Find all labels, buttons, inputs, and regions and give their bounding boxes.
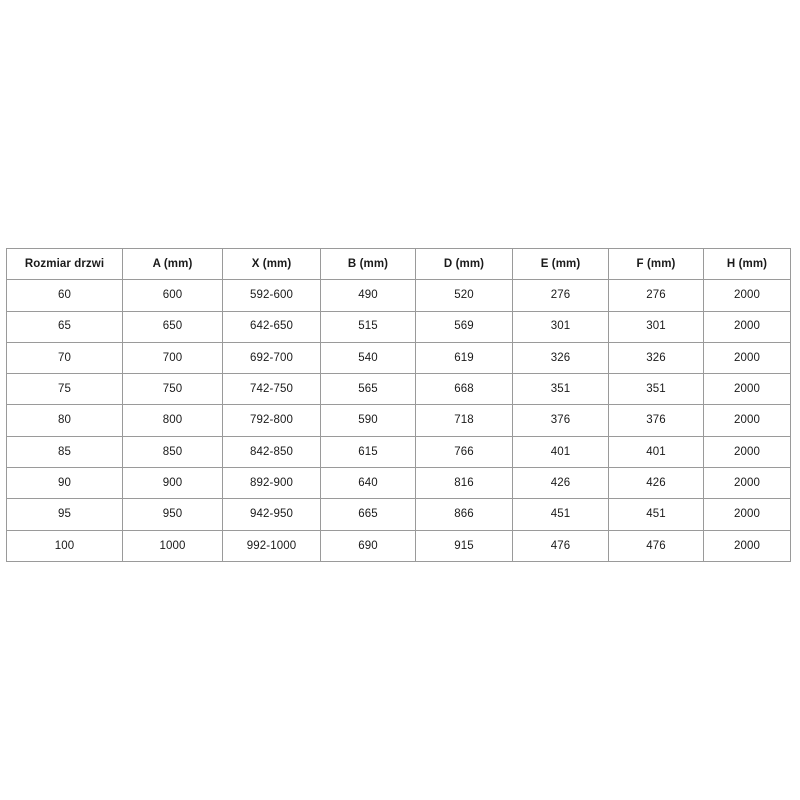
table-cell: 619 [415, 341, 513, 375]
table-row: 95 950 942-950 665 866 451 451 2000 [6, 498, 791, 531]
table-cell: 692-700 [222, 341, 321, 375]
table-cell: 376 [608, 404, 704, 437]
table-cell: 992-1000 [222, 529, 321, 562]
table-cell: 640 [320, 467, 416, 500]
table-cell: 700 [122, 341, 223, 375]
table-row: 90 900 892-900 640 816 426 426 2000 [6, 467, 791, 500]
table-cell: 615 [320, 435, 416, 469]
table-cell: 892-900 [222, 467, 321, 500]
table-row: 65 650 642-650 515 569 301 301 2000 [6, 310, 791, 343]
door-size-specification-table: Rozmiar drzwi A (mm) X (mm) B (mm) D (mm) E (… [6, 247, 791, 562]
table-cell: 351 [608, 373, 704, 406]
table-cell: 65 [6, 310, 123, 343]
table-cell: 915 [415, 529, 513, 562]
table-cell: 95 [6, 498, 123, 531]
table-cell: 642-650 [222, 310, 321, 343]
table-body: 60 600 592-600 490 520 276 276 2000 65 650 642-650… [6, 279, 791, 562]
table-cell: 750 [122, 373, 223, 406]
table-cell: 569 [415, 310, 513, 343]
table-cell: 2000 [703, 467, 791, 500]
table-cell: 850 [122, 435, 223, 469]
column-header-1: A (mm) [122, 247, 223, 281]
table-cell: 2000 [703, 373, 791, 406]
table-cell: 90 [6, 467, 123, 500]
table-cell: 816 [415, 467, 513, 500]
table-cell: 650 [122, 310, 223, 343]
table-row: 60 600 592-600 490 520 276 276 2000 [6, 279, 791, 312]
table-row: 80 800 792-800 590 718 376 376 2000 [6, 404, 791, 437]
column-header-3: B (mm) [320, 247, 416, 281]
table-cell: 60 [6, 279, 123, 312]
table-cell: 490 [320, 279, 416, 312]
column-header-2: X (mm) [222, 247, 321, 281]
table-cell: 85 [6, 435, 123, 469]
table-cell: 426 [608, 467, 704, 500]
table-cell: 376 [512, 404, 609, 437]
table-cell: 401 [512, 435, 609, 469]
table-cell: 792-800 [222, 404, 321, 437]
table-cell: 351 [512, 373, 609, 406]
table-cell: 766 [415, 435, 513, 469]
table-cell: 100 [6, 529, 123, 562]
table-cell: 742-750 [222, 373, 321, 406]
table-cell: 842-850 [222, 435, 321, 469]
table-cell: 476 [512, 529, 609, 562]
table-cell: 426 [512, 467, 609, 500]
table-row: 85 850 842-850 615 766 401 401 2000 [6, 435, 791, 469]
table-cell: 301 [608, 310, 704, 343]
table-cell: 451 [608, 498, 704, 531]
table-cell: 1000 [122, 529, 223, 562]
column-header-5: E (mm) [512, 247, 609, 281]
table-cell: 800 [122, 404, 223, 437]
table-cell: 592-600 [222, 279, 321, 312]
table-cell: 2000 [703, 435, 791, 469]
table-cell: 565 [320, 373, 416, 406]
table-cell: 2000 [703, 341, 791, 375]
table-cell: 690 [320, 529, 416, 562]
table-cell: 540 [320, 341, 416, 375]
table-cell: 75 [6, 373, 123, 406]
table-cell: 70 [6, 341, 123, 375]
column-header-6: F (mm) [608, 247, 704, 281]
table-header-row: Rozmiar drzwi A (mm) X (mm) B (mm) D (mm) E (… [6, 247, 791, 281]
table-cell: 590 [320, 404, 416, 437]
table-row: 70 700 692-700 540 619 326 326 2000 [6, 341, 791, 375]
column-header-4: D (mm) [415, 247, 513, 281]
table-cell: 80 [6, 404, 123, 437]
table-cell: 2000 [703, 310, 791, 343]
table-cell: 2000 [703, 279, 791, 312]
table-cell: 476 [608, 529, 704, 562]
table-cell: 950 [122, 498, 223, 531]
table-cell: 326 [608, 341, 704, 375]
table-cell: 515 [320, 310, 416, 343]
column-header-7: H (mm) [703, 247, 791, 281]
table-header: Rozmiar drzwi A (mm) X (mm) B (mm) D (mm) E (… [6, 247, 791, 281]
table-cell: 942-950 [222, 498, 321, 531]
column-header-0: Rozmiar drzwi [6, 247, 123, 281]
table-cell: 276 [608, 279, 704, 312]
table-cell: 665 [320, 498, 416, 531]
table-cell: 2000 [703, 498, 791, 531]
table-cell: 866 [415, 498, 513, 531]
table-cell: 451 [512, 498, 609, 531]
table-cell: 2000 [703, 529, 791, 562]
table-cell: 718 [415, 404, 513, 437]
table-row: 75 750 742-750 565 668 351 351 2000 [6, 373, 791, 406]
table-cell: 326 [512, 341, 609, 375]
table-cell: 668 [415, 373, 513, 406]
table-cell: 301 [512, 310, 609, 343]
table-row: 100 1000 992-1000 690 915 476 476 2000 [6, 529, 791, 562]
spec-table-container: Rozmiar drzwi A (mm) X (mm) B (mm) D (mm) E (… [6, 247, 791, 562]
table-cell: 2000 [703, 404, 791, 437]
table-cell: 401 [608, 435, 704, 469]
table-cell: 520 [415, 279, 513, 312]
table-cell: 276 [512, 279, 609, 312]
table-cell: 600 [122, 279, 223, 312]
table-cell: 900 [122, 467, 223, 500]
